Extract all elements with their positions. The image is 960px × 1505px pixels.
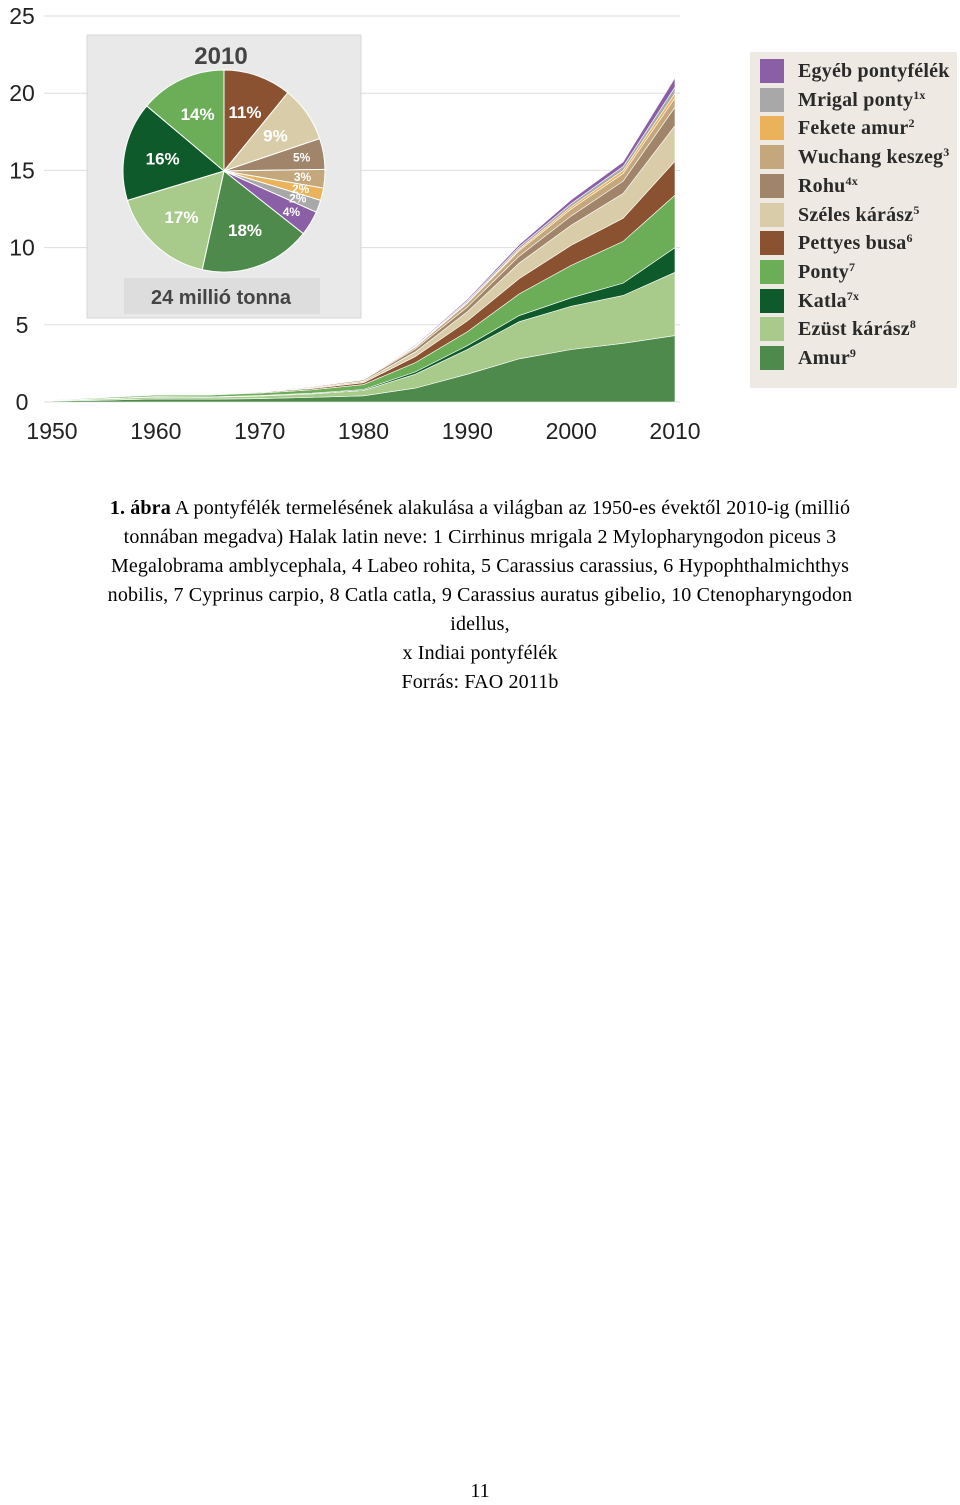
legend-label: Egyéb pontyfélék [798,59,950,82]
caption-line-1-text: A pontyfélék termelésének alakulása a vi… [170,497,851,519]
pie-slice-label: 5% [293,151,311,165]
y-tick-label: 10 [9,235,35,261]
x-tick-label: 2000 [546,418,597,444]
legend-label: Katla7x [798,288,860,312]
stacked-area-series [51,76,676,403]
pie-slice-label: 2% [292,182,310,196]
page-number: 11 [470,1480,490,1502]
caption-line-5: idellus, [450,613,510,635]
legend-swatch [760,202,784,227]
legend-label: Ponty7 [798,259,856,283]
legend-swatch [760,59,784,83]
legend-swatch [760,288,784,313]
legend-swatch [760,317,784,342]
legend-label: Ezüst kárász8 [798,317,917,341]
chart-legend: Egyéb pontyfélék Mrigal ponty1x Fekete amu… [750,52,957,388]
caption-line-2: tonnában megadva) Halak latin neve: 1 Ci… [123,526,837,548]
y-tick-label: 25 [9,3,35,29]
x-tick-label: 1950 [26,418,77,444]
legend-item: Pettyes busa6 [760,231,913,256]
x-axis-ticks: 1950 1960 1970 1980 1990 2000 2010 [26,418,700,444]
legend-item: Egyéb pontyfélék [760,59,950,83]
legend-item: Amur9 [760,346,856,370]
y-tick-label: 15 [9,157,35,183]
pie-slice [223,69,289,173]
caption-line-1: 1. ábra A pontyfélék termelésének alakul… [0,494,960,523]
caption-line-4: nobilis, 7 Cyprinus carpio, 8 Catla catl… [107,584,853,606]
pie-slice [201,170,304,273]
legend-label: Amur9 [798,346,857,369]
y-tick-label: 20 [9,80,35,106]
legend-item: Wuchang keszeg3 [760,145,950,170]
legend-swatch [760,259,784,284]
legend-swatch [760,116,784,141]
pie-footer-background [124,278,320,314]
y-tick-label: 0 [16,389,29,415]
x-tick-label: 2010 [649,418,700,444]
y-tick-label: 5 [16,312,29,338]
legend-item: Széles kárász5 [760,202,920,227]
pie-slice-labels: 11%9%5%3%2%2%4%18%17%16%14% [146,103,312,240]
legend-label: Wuchang keszeg3 [798,145,950,169]
legend-swatch [760,173,784,198]
x-tick-label: 1970 [234,418,285,444]
legend-item: Fekete amur2 [760,116,915,141]
pie-slice-label: 2% [289,192,307,206]
pie-footer-total: 24 millió tonna [151,287,292,309]
legend-swatch [760,346,784,370]
x-tick-label: 1980 [338,418,389,444]
legend-swatch [760,231,784,256]
legend-label: Pettyes busa6 [798,231,913,255]
legend-item: Mrigal ponty1x [760,87,926,112]
pie-chart-inset: 2010 11%9%5%3%2%2%4%18%17%16%14% 24 mill… [86,34,362,319]
legend-label: Mrigal ponty1x [798,87,926,111]
pie-slice [122,105,226,202]
pie-title: 2010 [194,43,247,70]
y-axis-ticks: 0 5 10 15 20 25 [9,3,35,415]
legend-swatch [760,87,784,112]
pie-slice [146,69,225,173]
pie-slices [122,69,326,273]
x-tick-label: 1960 [130,418,181,444]
pie-slice-label: 18% [228,221,262,240]
caption-line-3: Megalobrama amblycephala, 4 Labeo rohita… [110,555,850,577]
figure-caption: 1. ábra A pontyfélék termelésének alakul… [0,494,960,697]
pie-slice [126,170,225,271]
legend-swatch [760,145,784,170]
pie-slice-label: 16% [146,149,180,168]
pie-slice-label: 14% [181,105,215,124]
legend-item: Rohu4x [760,173,858,198]
area-series-10 [51,76,676,400]
legend-label: Fekete amur2 [798,116,915,140]
legend-item: Ponty7 [760,259,856,284]
pie-slice-label: 3% [294,170,312,184]
figure-label: 1. ábra [109,497,171,519]
pie-slice-label: 9% [263,126,288,145]
x-tick-label: 1990 [442,418,493,444]
pie-slice-label: 4% [283,205,301,219]
caption-line-6: x Indiai pontyfélék [402,642,558,664]
legend-item: Katla7x [760,288,860,313]
pie-slice-label: 17% [164,208,198,227]
pie-slice-label: 11% [228,103,261,122]
legend-item: Ezüst kárász8 [760,317,917,342]
caption-source: Forrás: FAO 2011b [401,671,559,693]
legend-label: Rohu4x [798,173,858,197]
legend-label: Széles kárász5 [798,202,920,226]
